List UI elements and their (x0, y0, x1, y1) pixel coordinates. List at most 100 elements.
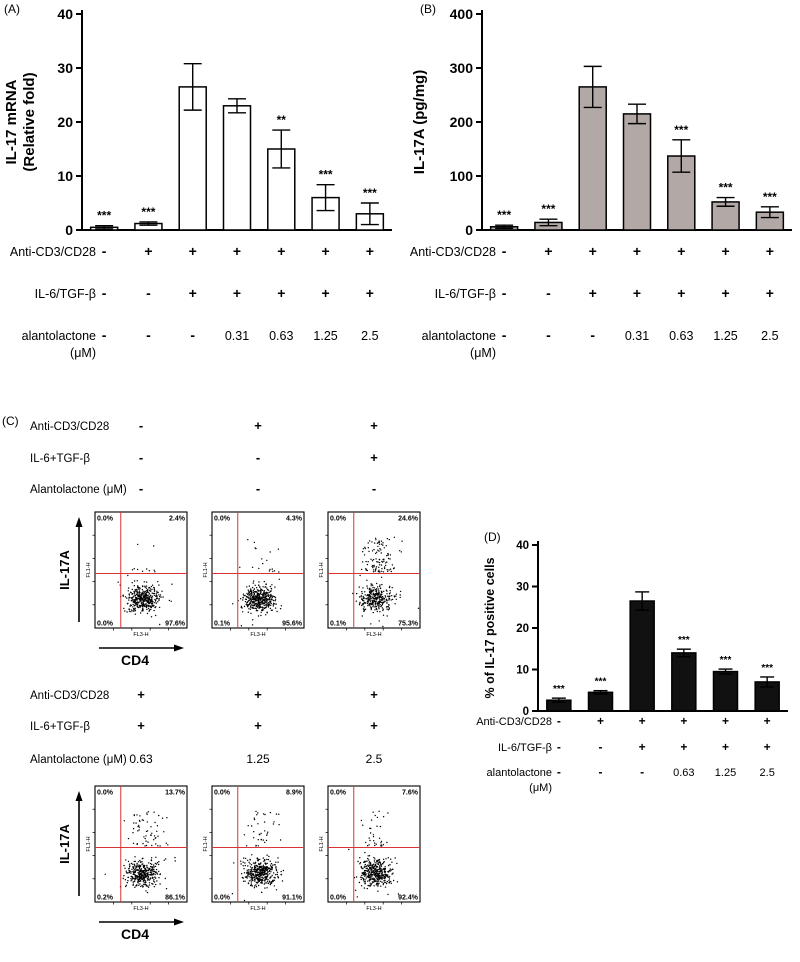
condition-label: (μM) (470, 346, 496, 360)
significance: *** (363, 186, 377, 200)
condition-value: - (139, 481, 143, 496)
condition-value: 0.63 (673, 767, 694, 779)
flow-x-axis-title: CD4 (121, 652, 149, 668)
condition-label: alantolactone (422, 329, 496, 343)
condition-value: + (370, 418, 378, 433)
condition-value: + (589, 243, 597, 259)
condition-value: + (189, 285, 197, 301)
quadrant-upper-right-pct: 7.6% (402, 790, 419, 797)
condition-value: - (139, 418, 143, 433)
condition-value: + (639, 740, 646, 754)
significance: *** (720, 655, 732, 666)
condition-label: Anti-CD3/CD28 (476, 716, 552, 728)
condition-value: 0.31 (625, 329, 649, 343)
condition-value: + (254, 687, 262, 702)
condition-value: + (766, 243, 774, 259)
condition-value: - (146, 285, 151, 301)
scatter-points (104, 811, 176, 894)
condition-value: + (680, 740, 687, 754)
y-tick-label: 40 (57, 6, 73, 22)
condition-value: + (189, 243, 197, 259)
detector-y-label: FL1-H (319, 562, 325, 577)
condition-value: + (680, 714, 687, 728)
panel-b-label: (B) (420, 2, 436, 16)
condition-value: + (370, 450, 378, 465)
panel-c-label: (C) (2, 414, 19, 428)
detector-x-label: FL3-H (250, 906, 265, 912)
detector-x-label: FL3-H (133, 632, 148, 638)
condition-label: Anti-CD3/CD28 (30, 690, 109, 702)
scatter-points (232, 539, 282, 627)
quadrant-upper-right-pct: 2.4% (169, 516, 186, 523)
y-tick-label: 200 (450, 114, 474, 130)
condition-label: (μM) (70, 346, 96, 360)
condition-label: IL-6/TGF-β (435, 287, 496, 301)
condition-value: + (366, 243, 374, 259)
condition-label: Anti-CD3/CD28 (10, 245, 96, 259)
quadrant-upper-right-pct: 4.3% (286, 516, 303, 523)
bar (222, 105, 252, 231)
condition-value: - (256, 450, 260, 465)
condition-value: + (764, 714, 771, 728)
quadrant-upper-right-pct: 24.6% (398, 516, 419, 523)
flow-plot: 0.0% 13.7% 0.2% 86.1% FL1-H FL3-H (86, 785, 188, 912)
bar (629, 600, 655, 712)
condition-value: + (233, 243, 241, 259)
condition-value: + (544, 243, 552, 259)
condition-value: 0.31 (225, 329, 249, 343)
detector-y-label: FL1-H (319, 836, 325, 851)
significance: *** (674, 123, 688, 137)
quadrant-lower-left-pct: 0.0% (330, 895, 347, 902)
detector-y-label: FL1-H (203, 836, 209, 851)
y-tick-label: 40 (516, 540, 529, 552)
y-tick-label: 30 (516, 582, 529, 594)
condition-value: + (144, 243, 152, 259)
significance: *** (141, 205, 155, 219)
condition-label: Alantolactone (μM) (30, 484, 127, 496)
scatter-points (352, 536, 420, 628)
condition-label: IL-6+TGF-β (30, 721, 90, 733)
y-tick-label: 100 (450, 168, 474, 184)
condition-value: + (370, 687, 378, 702)
flow-plot: 0.0% 24.6% 0.1% 75.3% FL1-H FL3-H (319, 511, 421, 638)
bar (671, 652, 697, 712)
arrowhead-right-icon (174, 644, 184, 652)
condition-value: + (721, 285, 729, 301)
condition-value: - (372, 481, 376, 496)
quadrant-upper-right-pct: 13.7% (165, 790, 186, 797)
panel-d-bar-chart: 0 10 20 30 40 % of IL-17 positive cells *** ***… (476, 540, 788, 794)
condition-value: 2.5 (366, 752, 383, 766)
condition-value: - (546, 285, 551, 301)
quadrant-lower-left-pct: 0.1% (214, 621, 231, 628)
panel-c-flow-cytometry: Anti-CD3/CD28 - + + IL-6+TGF-β - - + Alantolacto… (30, 418, 421, 942)
condition-value: - (502, 327, 507, 343)
scatter-points (117, 543, 173, 626)
condition-value: - (557, 765, 561, 779)
significance: *** (553, 684, 565, 695)
condition-value: - (139, 450, 143, 465)
condition-value: - (102, 285, 107, 301)
condition-value: + (597, 714, 604, 728)
quadrant-lower-left-pct: 0.1% (330, 621, 347, 628)
condition-value: + (321, 285, 329, 301)
condition-value: - (640, 765, 644, 779)
condition-value: + (366, 285, 374, 301)
condition-value: - (557, 714, 561, 728)
panel-d-label: (D) (484, 530, 501, 544)
condition-label: Anti-CD3/CD28 (410, 245, 496, 259)
condition-value: - (146, 327, 151, 343)
y-tick-label: 10 (57, 168, 73, 184)
y-tick-label: 20 (57, 114, 73, 130)
condition-value: - (546, 327, 551, 343)
significance: *** (497, 208, 511, 222)
detector-y-label: FL1-H (86, 836, 92, 851)
condition-value: + (639, 714, 646, 728)
quadrant-upper-left-pct: 0.0% (330, 516, 347, 523)
condition-value: - (190, 327, 195, 343)
condition-value: + (633, 243, 641, 259)
quadrant-lower-right-pct: 95.6% (282, 621, 303, 628)
significance: *** (719, 181, 733, 195)
quadrant-upper-left-pct: 0.0% (214, 790, 231, 797)
